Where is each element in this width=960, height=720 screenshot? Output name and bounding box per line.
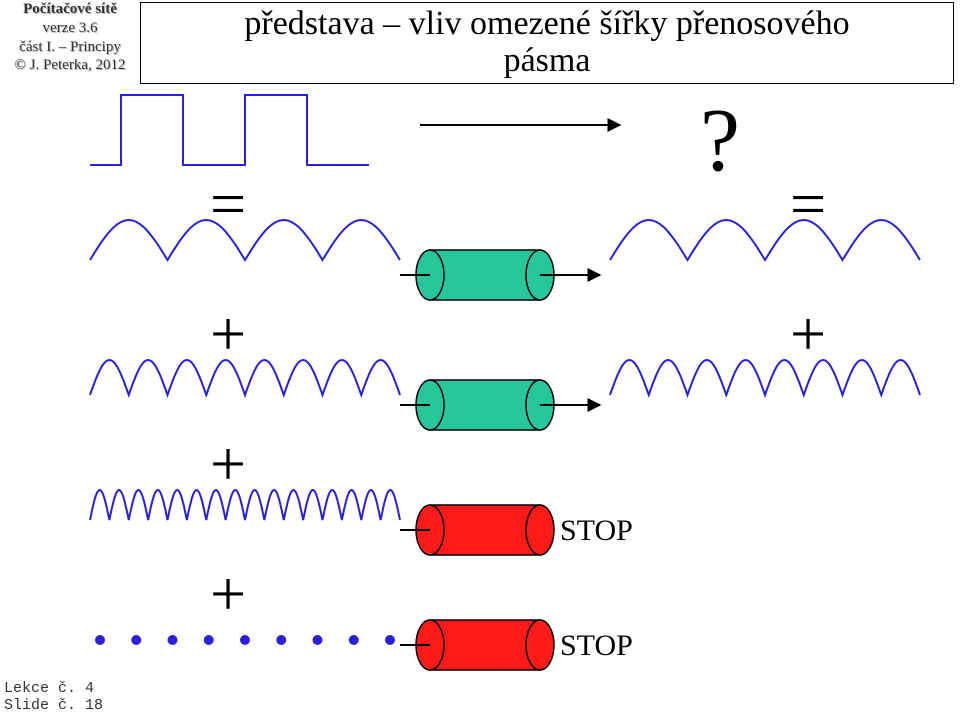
stop-label: STOP — [560, 514, 633, 547]
filter-pass — [416, 250, 554, 300]
square-wave — [90, 95, 369, 165]
ellipsis-dot — [276, 635, 286, 645]
ellipsis-dot — [95, 635, 105, 645]
ellipsis-dot — [131, 635, 141, 645]
plus-left: + — [210, 558, 246, 629]
ellipsis-dot — [168, 635, 178, 645]
stop-label: STOP — [560, 629, 633, 662]
ellipsis-dot — [349, 635, 359, 645]
plus-right: + — [790, 298, 826, 369]
sine-wave — [610, 220, 920, 260]
ellipsis-dot — [240, 635, 250, 645]
ellipsis-dot — [313, 635, 323, 645]
filter-pass — [416, 380, 554, 430]
filter-stop — [416, 620, 554, 670]
filter-stop — [416, 505, 554, 555]
bandwidth-diagram: ? = = + + + STOP + STOP — [0, 0, 960, 720]
equals-right: = — [790, 168, 826, 239]
ellipsis-dot — [385, 635, 395, 645]
equals-left: = — [210, 168, 246, 239]
question-mark: ? — [700, 91, 740, 190]
plus-left: + — [210, 428, 246, 499]
ellipsis-dot — [204, 635, 214, 645]
plus-left: + — [210, 298, 246, 369]
sine-wave — [610, 360, 920, 395]
